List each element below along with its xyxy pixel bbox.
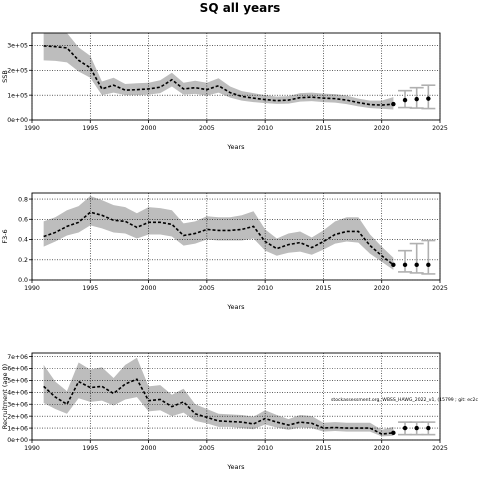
panel-f: 1990 1995 2000 2005 2010 2015 2020 2025 0.0 0.2 0.…: [1, 192, 448, 311]
y-tick-label: 0.0: [18, 277, 28, 284]
x-tick-label: 1995: [82, 285, 98, 292]
plot-frame: [31, 192, 441, 281]
watermark-text: stockassessment.org, WBSS_HAWG_2022_v1, …: [331, 397, 478, 403]
x-tick-label: 2005: [199, 445, 215, 452]
y-axis-label: SSB: [1, 70, 9, 83]
x-tick-label: 2025: [432, 445, 448, 452]
x-tick-label: 2000: [141, 445, 157, 452]
x-axis-label: Years: [226, 463, 245, 471]
forecast-point: [414, 425, 419, 431]
x-tick-label: 1990: [24, 125, 40, 132]
y-tick-label: 2e+06: [7, 413, 28, 420]
panel-recruitment: 1990 1995 2000 2005 2010 2015 2020 2025 0e+00 1e+…: [1, 352, 448, 471]
y-tick-label: 7e+06: [7, 354, 28, 361]
x-tick-label: 2005: [199, 285, 215, 292]
forecast-point: [426, 96, 431, 101]
forecast-point: [402, 262, 408, 268]
forecast-point: [402, 425, 408, 431]
x-tick-label: 1990: [24, 285, 40, 292]
plot-frame: [31, 32, 441, 121]
estimate-line: [43, 45, 394, 106]
x-tick-label: 2020: [374, 125, 390, 132]
x-tick-label: 2005: [199, 125, 215, 132]
x-tick-label: 1995: [82, 125, 98, 132]
y-tick-label: 4e+06: [7, 390, 28, 397]
y-tick-label: 1e+05: [7, 92, 28, 99]
x-tick-label: 2020: [374, 285, 390, 292]
x-tick-label: 2010: [257, 285, 273, 292]
y-tick-label: 6e+06: [7, 366, 28, 373]
forecast-point: [391, 430, 396, 436]
forecast-point: [414, 262, 419, 268]
y-tick-label: 0e+00: [7, 117, 28, 124]
y-tick-label: 0.6: [18, 217, 28, 224]
x-tick-label: 2000: [141, 285, 157, 292]
x-tick-label: 2025: [432, 125, 448, 132]
x-tick-label: 2010: [257, 125, 273, 132]
y-axis-label: F3-6: [1, 229, 9, 243]
x-tick-label: 2015: [316, 445, 332, 452]
y-tick-label: 0.2: [18, 257, 28, 264]
forecast-point: [426, 425, 431, 431]
x-tick-label: 2000: [141, 125, 157, 132]
y-tick-label: 3e+05: [7, 43, 28, 50]
x-tick-label: 2025: [432, 285, 448, 292]
forecast-point: [426, 262, 431, 268]
y-tick-label: 0.8: [18, 196, 28, 203]
x-tick-label: 2020: [374, 445, 390, 452]
y-tick-label: 1e+06: [7, 425, 28, 432]
x-axis-label: Years: [226, 303, 245, 311]
x-tick-label: 1995: [82, 445, 98, 452]
confidence-band: [43, 33, 394, 110]
forecast-point: [391, 262, 396, 268]
y-tick-label: 3e+06: [7, 401, 28, 408]
x-tick-label: 2010: [257, 445, 273, 452]
x-axis-label: Years: [226, 143, 245, 151]
forecast-point: [391, 101, 396, 107]
estimate-line: [43, 211, 394, 266]
y-tick-label: 2e+05: [7, 67, 28, 74]
y-tick-label: 5e+06: [7, 378, 28, 385]
panel-ssb: 1990 1995 2000 2005 2010 2015 2020 2025 0e+00 1e+…: [1, 32, 448, 151]
x-tick-label: 1990: [24, 445, 40, 452]
figure-title: SQ all years: [200, 1, 281, 15]
y-tick-label: 0e+00: [7, 437, 28, 444]
x-tick-label: 2015: [316, 285, 332, 292]
plot-frame: [31, 352, 441, 441]
confidence-band: [43, 196, 394, 270]
confidence-band: [43, 357, 394, 437]
forecast-point: [402, 97, 408, 103]
y-tick-label: 0.4: [18, 237, 28, 244]
forecast-point: [414, 96, 419, 102]
x-tick-label: 2015: [316, 125, 332, 132]
y-axis-label: Recruitment (age 0): [1, 364, 9, 429]
